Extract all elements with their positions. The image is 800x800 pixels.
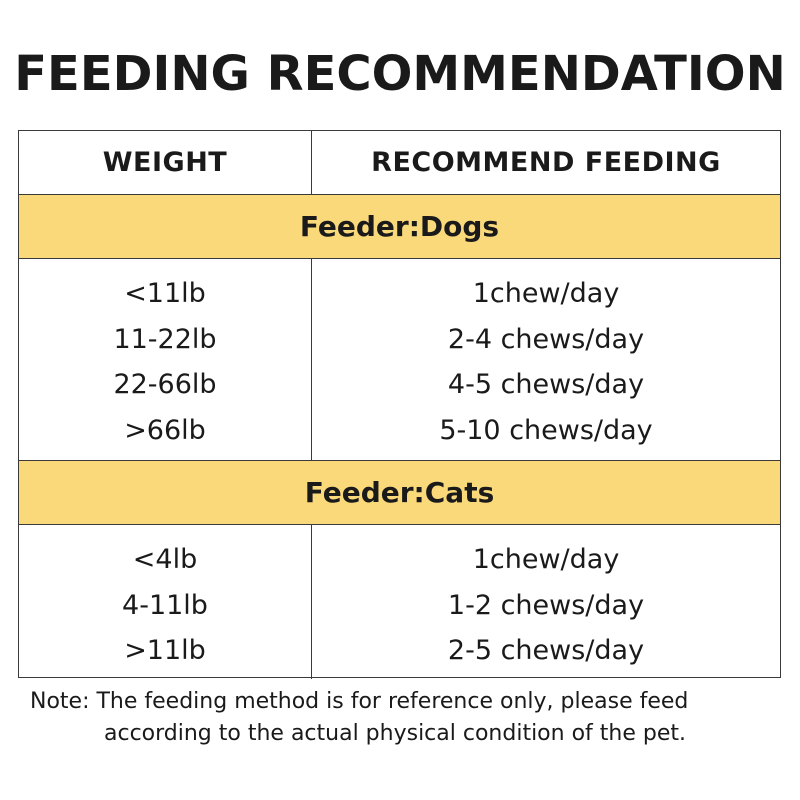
table-header-row: WEIGHT RECOMMEND FEEDING	[19, 131, 780, 195]
table-cell-weight: 11-22lb	[113, 323, 217, 355]
table-cell-feeding: 2-4 chews/day	[447, 323, 645, 355]
section-cats: Feeder:Cats	[19, 461, 780, 525]
section-label-cats: Feeder:Cats	[304, 476, 495, 509]
dogs-feeding-column: 1chew/day 2-4 chews/day 4-5 chews/day 5-…	[312, 259, 780, 460]
dogs-data-block: <11lb 11-22lb 22-66lb >66lb 1chew/day 2-…	[19, 259, 780, 461]
table-cell-feeding: 1chew/day	[472, 278, 620, 309]
table-cell-weight: >11lb	[124, 635, 206, 666]
cats-data-block: <4lb 4-11lb >11lb 1chew/day 1-2 chews/da…	[19, 525, 780, 679]
cats-weight-column: <4lb 4-11lb >11lb	[19, 525, 312, 679]
cats-feeding-column: 1chew/day 1-2 chews/day 2-5 chews/day	[312, 525, 780, 679]
footnote: Note: The feeding method is for referenc…	[30, 686, 790, 750]
footnote-line-1: Note: The feeding method is for referenc…	[30, 689, 689, 714]
table-cell-weight: <4lb	[132, 544, 198, 575]
section-label-dogs: Feeder:Dogs	[299, 210, 500, 243]
header-recommend-feeding: RECOMMEND FEEDING	[371, 147, 721, 178]
table-cell-weight: >66lb	[124, 414, 206, 446]
header-weight: WEIGHT	[19, 131, 312, 194]
table-cell-feeding: 1-2 chews/day	[447, 589, 645, 621]
footnote-line-2: according to the actual physical conditi…	[104, 721, 686, 746]
table-cell-feeding: 1chew/day	[472, 544, 620, 575]
table-cell-weight: <11lb	[124, 278, 206, 309]
section-dogs: Feeder:Dogs	[19, 195, 780, 259]
table-cell-weight: 4-11lb	[122, 589, 208, 621]
page-title: FEEDING RECOMMENDATION	[14, 46, 786, 102]
table-cell-feeding: 4-5 chews/day	[447, 369, 645, 400]
dogs-weight-column: <11lb 11-22lb 22-66lb >66lb	[19, 259, 312, 460]
table-cell-feeding: 2-5 chews/day	[447, 635, 645, 666]
table-cell-feeding: 5-10 chews/day	[439, 414, 653, 446]
table-cell-weight: 22-66lb	[113, 369, 217, 400]
feeding-table: WEIGHT RECOMMEND FEEDING Feeder:Dogs <11…	[18, 130, 781, 679]
